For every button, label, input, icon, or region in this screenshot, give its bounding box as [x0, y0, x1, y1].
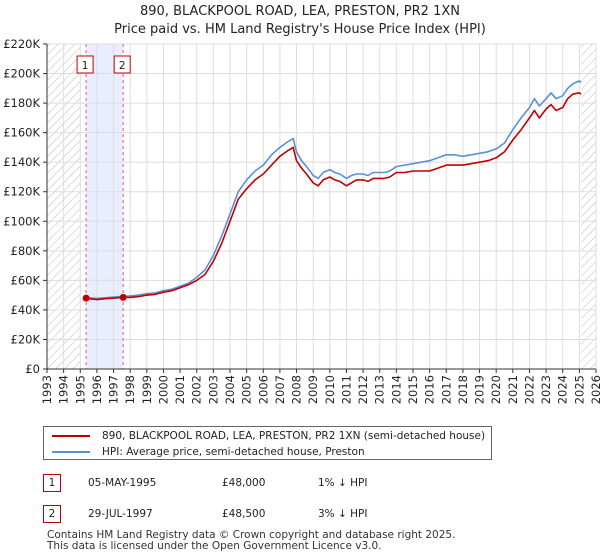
sale-label-box: [76, 55, 94, 74]
legend-label-property: 890, BLACKPOOL ROAD, LEA, PRESTON, PR2 1…: [102, 430, 486, 442]
x-tick-label: 2000: [156, 375, 170, 404]
x-tick-label: 2005: [240, 375, 254, 404]
x-tick-label: 2006: [256, 375, 270, 404]
x-tick-label: 2017: [439, 375, 453, 404]
legend-swatch-hpi: [52, 451, 90, 453]
x-tick-label: 2001: [173, 375, 187, 404]
x-tick-label: 1999: [140, 375, 154, 404]
x-tick-label: 2003: [206, 375, 220, 404]
x-tick-label: 2010: [323, 375, 337, 404]
footer-licence: This data is licensed under the Open Gov…: [47, 540, 382, 552]
chart-subtitle: Price paid vs. HM Land Registry's House …: [114, 22, 486, 37]
sale-label: 1: [82, 60, 89, 72]
x-tick-label: 2015: [406, 375, 420, 404]
y-tick-label: £200K: [3, 67, 40, 81]
y-tick-label: £160K: [3, 126, 40, 140]
x-tick-label: 2009: [306, 375, 320, 404]
footer-copyright: Contains HM Land Registry data © Crown c…: [47, 529, 456, 541]
y-tick-label: £60K: [11, 273, 41, 287]
y-tick-label: £80K: [11, 244, 41, 258]
transaction-hpi-diff: 3% ↓ HPI: [318, 508, 368, 520]
x-tick-label: 1995: [73, 375, 87, 404]
transaction-marker: 2: [43, 505, 61, 523]
transaction-marker: 1: [43, 474, 61, 492]
x-tick-label: 2020: [489, 375, 503, 404]
x-tick-label: 2025: [572, 375, 586, 404]
legend-swatch-property: [52, 435, 90, 437]
y-tick-label: £100K: [3, 214, 40, 228]
no-data-hatch: [581, 44, 596, 369]
x-tick-label: 2016: [423, 375, 437, 404]
legend-item-hpi: HPI: Average price, semi-detached house,…: [52, 444, 365, 460]
sale-point: [119, 293, 127, 301]
hpi-line: [85, 80, 582, 300]
sale-period-band: [86, 44, 124, 369]
legend-item-property: 890, BLACKPOOL ROAD, LEA, PRESTON, PR2 1…: [52, 428, 485, 444]
y-tick-label: £20K: [11, 332, 41, 346]
chart-title-address: 890, BLACKPOOL ROAD, LEA, PRESTON, PR2 1…: [140, 4, 460, 19]
property-price-line: [85, 92, 582, 301]
x-tick-label: 2018: [456, 375, 470, 404]
sale-label: 2: [119, 60, 126, 72]
x-tick-label: 2011: [339, 375, 353, 404]
price-chart: 1 2 £0 £20K £40K £60K £80K £100K £120K £140K £160…: [3, 37, 600, 404]
transaction-price: £48,000: [222, 477, 266, 489]
x-tick-label: 2023: [539, 375, 553, 404]
x-tick-label: 2008: [290, 375, 304, 404]
legend: 890, BLACKPOOL ROAD, LEA, PRESTON, PR2 1…: [43, 426, 492, 460]
x-tick-label: 2014: [389, 375, 403, 404]
transaction-date: 05-MAY-1995: [88, 477, 157, 489]
x-tick-label: 2026: [589, 375, 600, 404]
x-tick-label: 2004: [223, 375, 237, 404]
x-tick-label: 1996: [90, 375, 104, 404]
sale-point: [82, 294, 90, 302]
legend-label-hpi: HPI: Average price, semi-detached house,…: [102, 446, 365, 458]
transaction-row: 2 29-JUL-1997 £48,500 3% ↓ HPI: [0, 505, 600, 525]
x-tick-label: 1997: [107, 375, 121, 404]
y-tick-label: £140K: [3, 155, 40, 169]
y-tick-label: £220K: [3, 37, 40, 51]
x-tick-label: 1998: [123, 375, 137, 404]
x-tick-label: 2021: [506, 375, 520, 404]
x-tick-label: 1994: [57, 375, 71, 404]
x-tick-label: 2019: [473, 375, 487, 404]
y-tick-label: £120K: [3, 185, 40, 199]
x-tick-label: 2024: [556, 375, 570, 404]
x-tick-label: 2002: [190, 375, 204, 404]
y-tick-label: £0: [25, 362, 40, 376]
x-tick-label: 2022: [522, 375, 536, 404]
sale-label-box: [113, 55, 131, 74]
y-tick-label: £40K: [11, 303, 41, 317]
transaction-price: £48,500: [222, 508, 266, 520]
transaction-hpi-diff: 1% ↓ HPI: [318, 477, 368, 489]
x-tick-label: 2012: [356, 375, 370, 404]
transaction-date: 29-JUL-1997: [88, 508, 153, 520]
y-tick-label: £180K: [3, 96, 40, 110]
transaction-row: 1 05-MAY-1995 £48,000 1% ↓ HPI: [0, 474, 600, 494]
x-tick-label: 2007: [273, 375, 287, 404]
x-tick-label: 2013: [373, 375, 387, 404]
x-tick-label: 1993: [40, 375, 54, 404]
